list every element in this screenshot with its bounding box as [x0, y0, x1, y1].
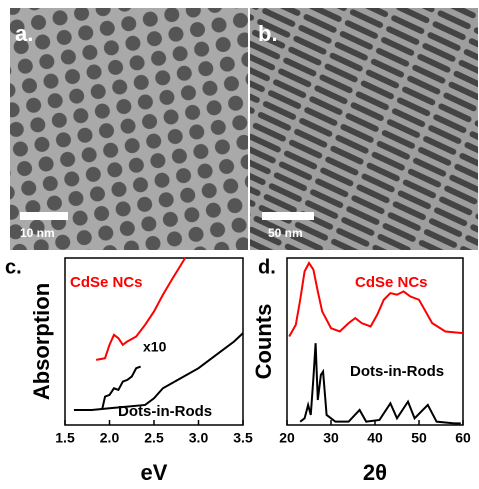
series-label: CdSe NCs	[70, 274, 143, 291]
x-axis-label: 2θ	[363, 460, 387, 485]
inset-label: x10	[143, 339, 167, 355]
y-axis-label: Counts	[251, 304, 276, 380]
x-tick-label: 2.5	[144, 430, 164, 446]
x-tick-label: 1.5	[55, 430, 75, 446]
y-axis-label: Absorption	[29, 283, 54, 400]
x-axis-label: eV	[141, 460, 168, 485]
series-label: CdSe NCs	[355, 274, 428, 291]
data-line	[300, 343, 461, 423]
panel-label: c.	[5, 256, 22, 278]
panel-label: d.	[258, 256, 276, 278]
scale-bar	[262, 212, 314, 220]
scale-bar-label: 50 nm	[268, 226, 303, 240]
x-tick-label: 50	[411, 430, 427, 446]
x-tick-label: 30	[323, 430, 339, 446]
x-tick-label: 60	[455, 430, 471, 446]
panel-label: b.	[258, 21, 278, 46]
series-label: Dots-in-Rods	[118, 403, 212, 420]
scale-bar	[20, 212, 68, 220]
series-label: Dots-in-Rods	[350, 363, 444, 380]
x-tick-label: 2.0	[100, 430, 120, 446]
x-tick-label: 3.0	[189, 430, 209, 446]
x-tick-label: 20	[279, 430, 295, 446]
panel-label: a.	[15, 21, 33, 46]
x-tick-label: 3.5	[233, 430, 253, 446]
scale-bar-label: 10 nm	[20, 226, 55, 240]
x-tick-label: 40	[367, 430, 383, 446]
figure: a. b. 10 nm 50 nm c. 1.5 2.0 2.5 3.0 3.5 eV Abs…	[0, 0, 479, 489]
